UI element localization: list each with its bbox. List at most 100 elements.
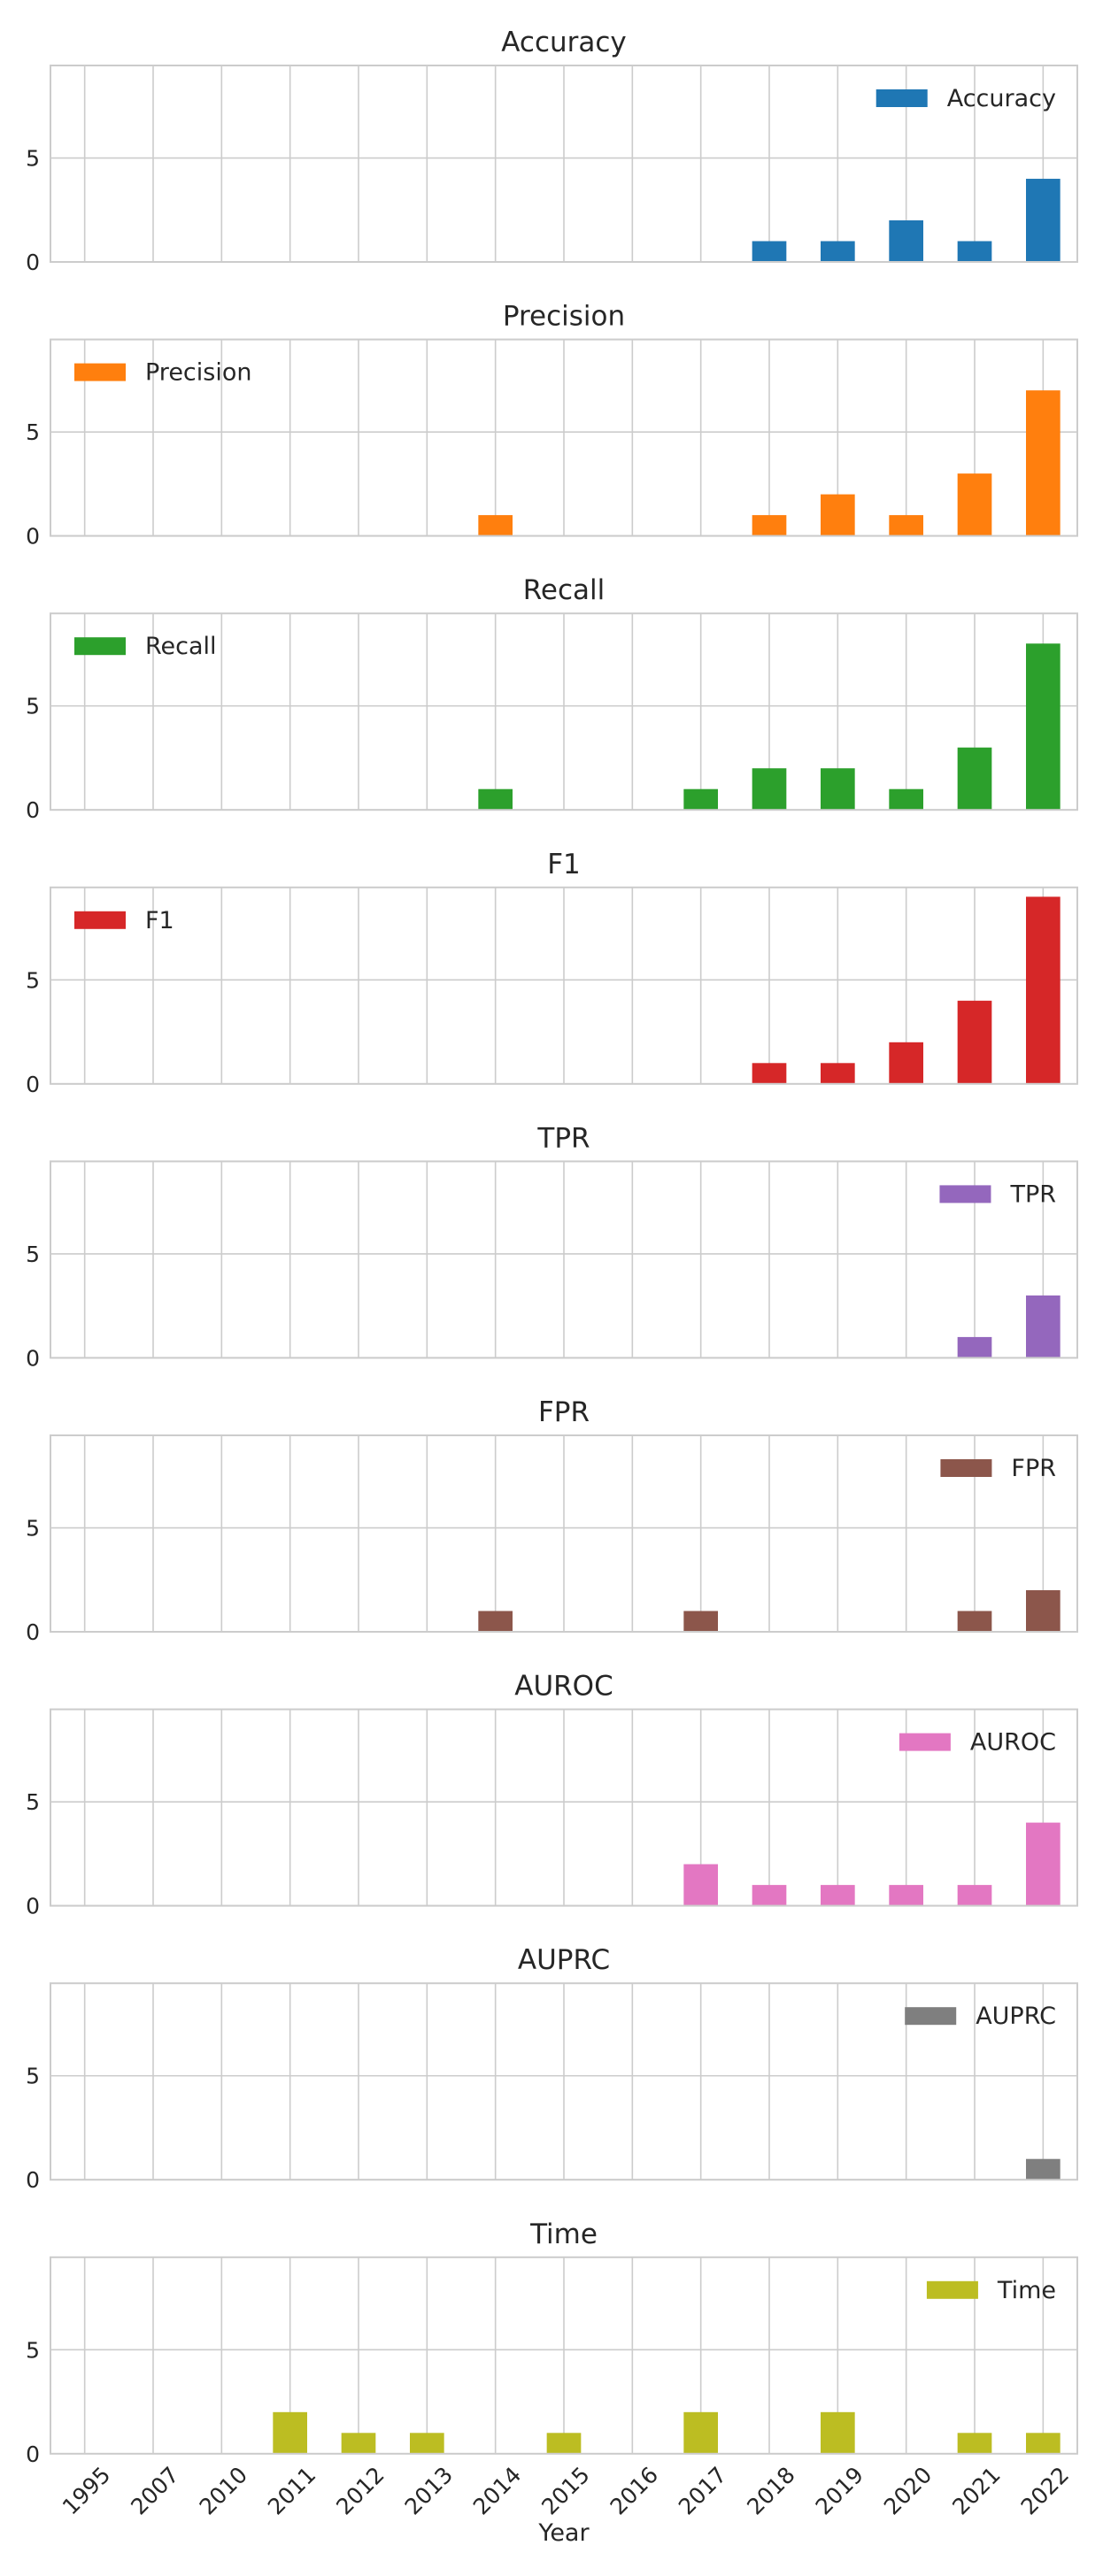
xtick-label: 2011 (263, 2462, 320, 2519)
recall-plot-frame (50, 612, 1078, 811)
time-plot-frame (50, 2256, 1078, 2455)
time-bar (683, 2411, 718, 2454)
time-bar (821, 2411, 855, 2454)
time-legend-swatch (926, 2280, 978, 2299)
xtick-label: 2021 (947, 2462, 1005, 2519)
xtick-label: 2020 (879, 2462, 937, 2519)
recall-bar (1026, 643, 1061, 811)
fpr-bar (478, 1611, 513, 1632)
precision-ytick-label: 0 (26, 524, 40, 550)
time-bar (341, 2433, 376, 2454)
precision-bar (821, 494, 855, 536)
time-ytick-label: 0 (26, 2441, 40, 2467)
fpr-panel-title: FPR (538, 1396, 590, 1428)
precision-ytick-label: 5 (26, 419, 40, 445)
fpr-ytick-label: 0 (26, 1619, 40, 1645)
accuracy-bar (957, 241, 992, 262)
auprc-ytick-label: 5 (26, 2064, 40, 2089)
accuracy-bar (1026, 179, 1061, 262)
f1-bar (957, 1000, 992, 1084)
auroc-bar (683, 1864, 718, 1906)
precision-bar (889, 515, 923, 536)
time-panel-title: Time (529, 2218, 598, 2250)
f1-bar (1026, 896, 1061, 1084)
time-bar (410, 2433, 444, 2454)
fpr-ytick-label: 5 (26, 1516, 40, 1542)
recall-legend-swatch (74, 637, 126, 656)
time-ytick-label: 5 (26, 2337, 40, 2363)
accuracy-panel-title: Accuracy (501, 27, 627, 58)
auprc-legend-swatch (905, 2007, 957, 2026)
xtick-label: 2012 (331, 2462, 389, 2519)
auroc-plot-frame (50, 1708, 1078, 1907)
x-axis-label: Year (537, 2519, 590, 2547)
auroc-bar (821, 1885, 855, 1906)
fpr-bar (957, 1611, 992, 1632)
xtick-label: 2017 (674, 2462, 731, 2519)
time-legend-label: Time (997, 2277, 1056, 2304)
time-bar (1026, 2433, 1061, 2454)
xtick-label: 2019 (811, 2462, 868, 2519)
f1-legend-swatch (74, 911, 126, 929)
f1-panel-title: F1 (547, 849, 581, 880)
auroc-bar (1026, 1822, 1061, 1906)
auroc-panel-title: AUROC (514, 1671, 613, 1703)
f1-ytick-label: 0 (26, 1072, 40, 1097)
tpr-legend-label: TPR (1009, 1180, 1056, 1208)
accuracy-ytick-label: 0 (26, 250, 40, 275)
recall-panel-title: Recall (523, 574, 605, 606)
auroc-bar (752, 1885, 787, 1906)
time-bar (546, 2433, 582, 2454)
tpr-legend-swatch (939, 1185, 991, 1203)
f1-plot-frame (50, 886, 1078, 1085)
fpr-plot-frame (50, 1434, 1078, 1633)
accuracy-bar (752, 241, 787, 262)
auprc-ytick-label: 0 (26, 2167, 40, 2193)
auroc-ytick-label: 0 (26, 1894, 40, 1919)
auprc-bar (1026, 2158, 1061, 2180)
xtick-label: 2016 (605, 2462, 663, 2519)
fpr-legend-label: FPR (1011, 1455, 1056, 1482)
auroc-legend-label: AUROC (970, 1729, 1056, 1757)
accuracy-legend-swatch (875, 89, 928, 107)
auroc-ytick-label: 5 (26, 1789, 40, 1815)
precision-bar (478, 515, 513, 536)
xtick-label: 2022 (1016, 2462, 1074, 2519)
time-bar (957, 2433, 992, 2454)
xtick-label: 2007 (126, 2462, 183, 2519)
auprc-plot-frame (50, 1982, 1078, 2181)
fpr-legend-swatch (940, 1459, 992, 1477)
xtick-label: 1995 (58, 2462, 115, 2519)
accuracy-bar (821, 241, 855, 262)
tpr-plot-frame (50, 1160, 1078, 1359)
accuracy-ytick-label: 5 (26, 146, 40, 172)
recall-ytick-label: 0 (26, 797, 40, 823)
tpr-bar (957, 1336, 992, 1358)
tpr-ytick-label: 5 (26, 1242, 40, 1267)
tpr-bar (1026, 1295, 1061, 1358)
auprc-panel-title: AUPRC (518, 1944, 610, 1976)
accuracy-plot-frame (50, 65, 1078, 263)
f1-legend-label: F1 (145, 907, 174, 934)
xtick-label: 2014 (468, 2462, 526, 2519)
precision-bar (752, 515, 787, 536)
recall-bar (752, 768, 787, 811)
precision-panel-title: Precision (503, 301, 625, 333)
recall-bar (478, 788, 513, 811)
auprc-legend-label: AUPRC (976, 2003, 1056, 2030)
recall-bar (889, 788, 923, 811)
tpr-ytick-label: 0 (26, 1345, 40, 1371)
xtick-label: 2010 (195, 2462, 252, 2519)
recall-bar (683, 788, 718, 811)
recall-legend-label: Recall (145, 633, 217, 660)
precision-plot-frame (50, 338, 1078, 537)
precision-bar (957, 473, 992, 536)
time-bar (273, 2411, 307, 2454)
tpr-panel-title: TPR (536, 1122, 590, 1154)
fpr-bar (683, 1611, 718, 1632)
fpr-bar (1026, 1590, 1061, 1632)
f1-bar (752, 1063, 787, 1084)
auroc-legend-swatch (899, 1733, 951, 1751)
